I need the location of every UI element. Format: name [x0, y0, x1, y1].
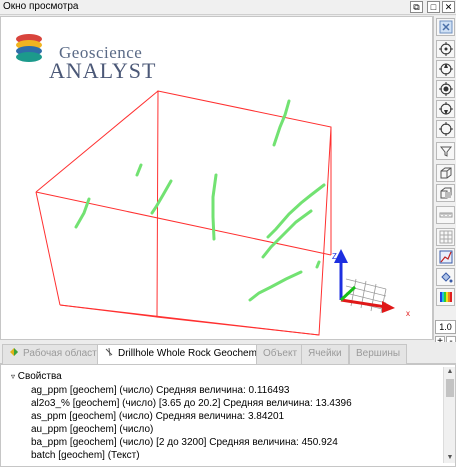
3d-viewport[interactable]: Z x Geoscience ANALYST: [0, 16, 433, 340]
close-button[interactable]: ✕: [442, 1, 455, 13]
clip-box-button[interactable]: [436, 184, 455, 202]
grid-icon: [439, 230, 452, 244]
compass-north-icon: [438, 63, 453, 76]
scene-canvas: Z x: [16, 34, 410, 336]
property-row[interactable]: ag_ppm [geochem] (число) Средняя величин…: [31, 385, 290, 396]
grid-view-icon: [439, 20, 452, 34]
tab-object[interactable]: Объект: [256, 344, 305, 364]
fit-view-button[interactable]: [436, 18, 455, 36]
properties-scrollbar[interactable]: ▲ ▼: [443, 367, 455, 463]
grid-button[interactable]: [436, 228, 455, 246]
funnel-icon: [439, 146, 452, 157]
properties-group-label: Свойства: [17, 371, 62, 382]
chart-icon: [439, 250, 452, 264]
colormap-button[interactable]: [436, 288, 455, 306]
workspace-icon: [10, 348, 18, 356]
window-title: Окно просмотра: [3, 1, 79, 12]
properties-panel: ▿ Свойства ag_ppm [geochem] (число) Сред…: [0, 364, 456, 467]
box-view-button[interactable]: [436, 164, 455, 182]
tab-label: Рабочая область: [23, 348, 102, 359]
paint-button[interactable]: [436, 268, 455, 286]
property-row[interactable]: as_ppm [geochem] (число) Средняя величин…: [31, 411, 285, 422]
cube-icon: [440, 167, 451, 179]
property-row[interactable]: batch [geochem] (Текст): [31, 450, 140, 461]
brand-logo: Geoscience ANALYST: [49, 43, 199, 84]
colorbar-icon: [439, 292, 452, 302]
ruler-button[interactable]: [436, 206, 455, 224]
tab-workspace[interactable]: Рабочая область: [2, 344, 109, 364]
logo-line1: Geoscience: [59, 43, 143, 62]
axis-gizmo: Z x: [332, 249, 410, 318]
compass-east-icon: [438, 82, 453, 96]
svg-text:x: x: [406, 309, 410, 318]
svg-text:Z: Z: [332, 252, 337, 261]
tab-label: Drillhole Whole Rock Geochemistry: [118, 348, 276, 359]
compass-south-icon: [438, 102, 453, 115]
logo-icon: [16, 34, 42, 62]
zoom-value[interactable]: 1.0: [435, 320, 456, 334]
tab-vertices[interactable]: Вершины: [349, 344, 408, 364]
scroll-thumb[interactable]: [446, 379, 454, 397]
property-row[interactable]: au_ppm [geochem] (число): [31, 424, 154, 435]
collapse-icon[interactable]: ▿: [11, 372, 16, 381]
restore-button[interactable]: ⧉: [410, 1, 423, 13]
view-top-button[interactable]: [436, 40, 455, 58]
bounding-box: [35, 90, 332, 336]
window-titlebar: Окно просмотра ⧉ □ ✕: [0, 0, 456, 15]
property-row[interactable]: ba_ppm [geochem] (число) [2 до 3200] Сре…: [31, 437, 338, 448]
property-row[interactable]: al2o3_% [geochem] (число) [3.65 до 20.2]…: [31, 398, 352, 409]
logo-line2: ANALYST: [49, 58, 157, 83]
view-west-button[interactable]: [436, 120, 455, 138]
view-east-button[interactable]: [436, 80, 455, 98]
tab-drillhole-geochem[interactable]: Drillhole Whole Rock Geochemistry: [97, 344, 283, 365]
ruler-icon: [439, 212, 452, 218]
scroll-up-icon[interactable]: ▲: [446, 368, 454, 375]
scroll-down-icon[interactable]: ▼: [446, 454, 454, 461]
cube-cut-icon: [440, 187, 451, 199]
paint-bucket-icon: [440, 272, 452, 283]
view-north-button[interactable]: [436, 60, 455, 78]
drillhole-icon: [105, 347, 113, 357]
filter-button[interactable]: [436, 142, 455, 160]
drillhole-traces: [74, 99, 326, 302]
compass-west-icon: [438, 122, 453, 136]
view-toolbar: 1.0 + -: [433, 16, 456, 347]
tab-cells[interactable]: Ячейки: [301, 344, 349, 364]
chart-button[interactable]: [436, 248, 455, 266]
window-button[interactable]: □: [427, 1, 440, 13]
properties-group[interactable]: ▿ Свойства: [11, 371, 62, 382]
view-south-button[interactable]: [436, 100, 455, 118]
compass-icon: [438, 42, 453, 56]
panel-tabs: Рабочая область Drillhole Whole Rock Geo…: [0, 342, 456, 365]
